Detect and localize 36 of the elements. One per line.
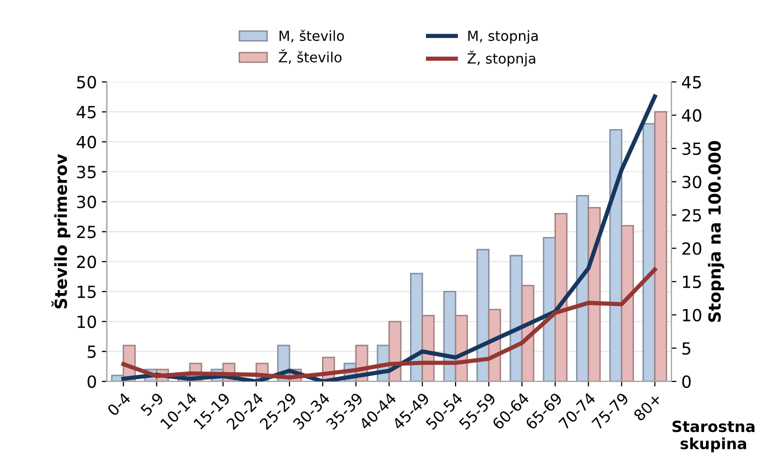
y-tick-label: 30 bbox=[77, 196, 96, 208]
legend-label: M, stopnja bbox=[468, 30, 538, 44]
y-tick-label: 35 bbox=[77, 166, 96, 178]
y-tick-label: 50 bbox=[77, 76, 96, 88]
y2-tick-label: 35 bbox=[682, 142, 701, 156]
y2-tick-label: 20 bbox=[682, 242, 702, 255]
y2-tick-label: 25 bbox=[682, 208, 701, 222]
y2-tick-label: 30 bbox=[682, 176, 702, 188]
y-tick-label: 25 bbox=[77, 226, 96, 238]
y2-tick-label: 0 bbox=[682, 375, 691, 388]
y-axis-title: Število primerov bbox=[51, 154, 70, 308]
x-tick-label: 5-9 bbox=[140, 392, 164, 416]
y-tick-label: 0 bbox=[88, 375, 96, 388]
y-tick-label: 5 bbox=[88, 346, 96, 358]
y-tick-label: 40 bbox=[76, 136, 96, 148]
x-axis-title: Starostna skupina bbox=[672, 420, 754, 452]
y-tick-label: 45 bbox=[76, 106, 96, 118]
bar bbox=[620, 224, 634, 382]
legend-label: Ž, stopnja bbox=[468, 50, 536, 66]
bar bbox=[654, 111, 668, 382]
y-tick-label: 20 bbox=[77, 256, 96, 268]
y2-tick-label: 45 bbox=[682, 76, 701, 88]
x-tick-label: 80+ bbox=[632, 392, 662, 422]
legend-label: Ž, število bbox=[278, 49, 342, 64]
line-series bbox=[121, 268, 657, 380]
y-tick-label: 15 bbox=[78, 286, 96, 298]
legend-label: M, število bbox=[280, 30, 344, 42]
y2-axis-title: Stopnja na 100.000 bbox=[708, 141, 724, 322]
line-series bbox=[121, 94, 657, 382]
x-tick-label: 0-4 bbox=[106, 392, 132, 416]
y2-tick-label: 5 bbox=[682, 342, 690, 355]
y2-tick-label: 10 bbox=[682, 308, 702, 322]
y2-tick-label: 15 bbox=[682, 276, 701, 288]
y2-tick-label: 40 bbox=[682, 109, 702, 122]
bar bbox=[554, 212, 568, 382]
y-tick-label: 10 bbox=[78, 315, 96, 328]
